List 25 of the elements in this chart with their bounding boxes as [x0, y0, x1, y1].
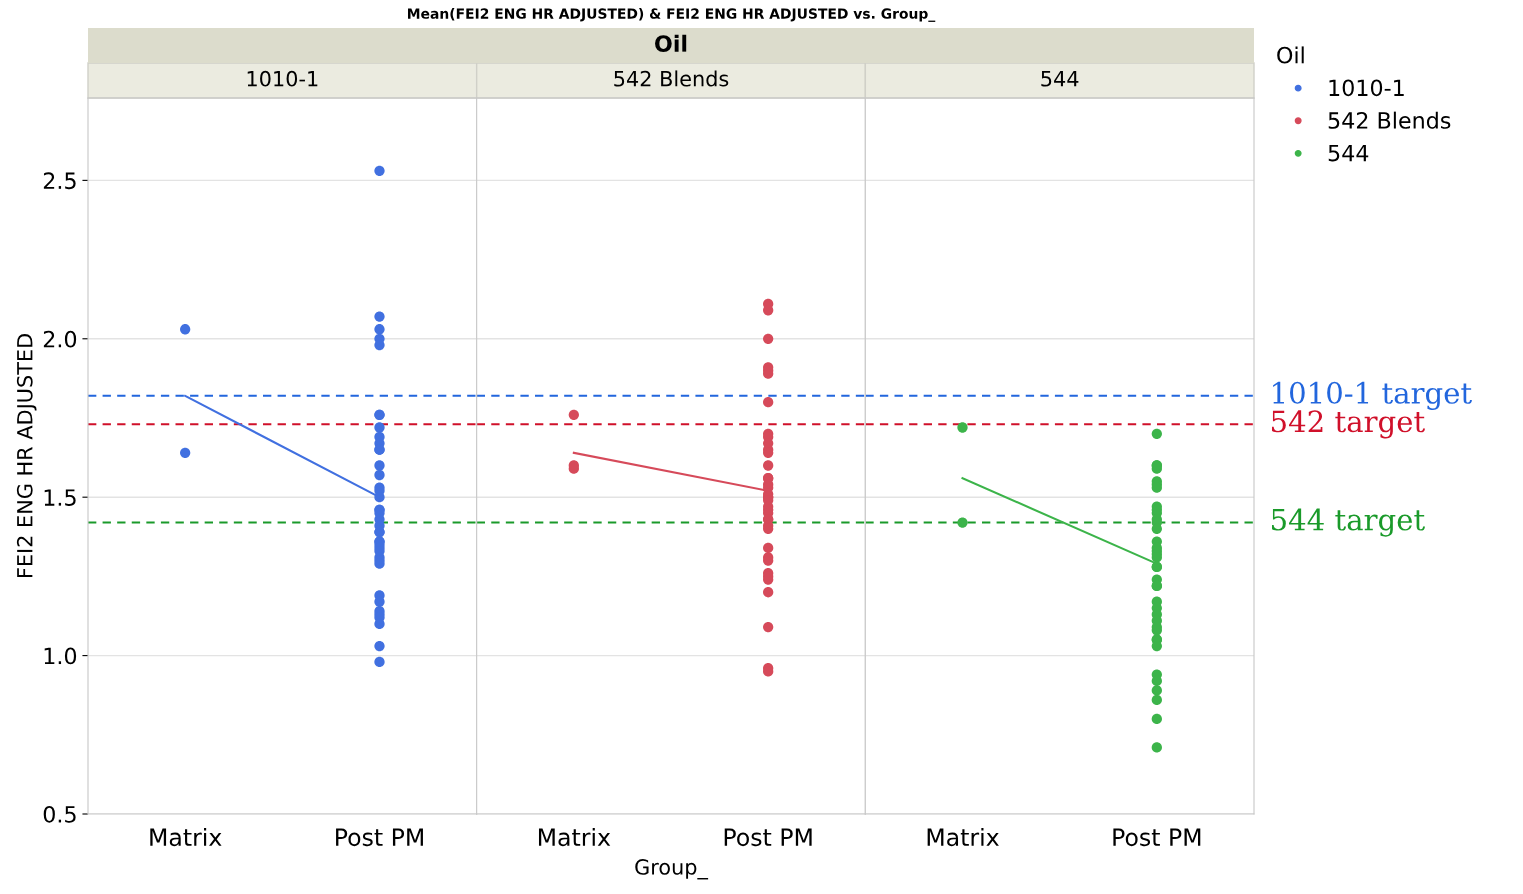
- x-tick-label: Matrix: [538, 827, 611, 847]
- x-tick-label: Matrix: [927, 827, 999, 847]
- legend-label: 542 Blends: [1328, 111, 1451, 129]
- ref-line-label: 544 target: [1272, 508, 1425, 537]
- text: Mean(FEI2 ENG HR ADJUSTED) & FEI2 ENG HR ADJUSTED vs. Group_: [408, 8, 936, 22]
- x-tick-label: Post PM: [724, 828, 812, 847]
- x-tick-label: Matrix: [150, 827, 222, 847]
- x-axis-title: Group_: [635, 859, 709, 880]
- y-tick-label: 2.0: [43, 330, 77, 348]
- chart-title: 544: [1041, 71, 1079, 87]
- chart-title: 542 Blends: [614, 70, 729, 87]
- ref-line-label: 542 target: [1272, 410, 1425, 439]
- y-tick-label: 0.5: [43, 805, 76, 823]
- x-tick-label: Post PM: [1113, 828, 1201, 847]
- ref-line-label: 1010-1 target: [1273, 381, 1472, 410]
- legend-label: 544: [1328, 144, 1369, 162]
- text: Oil: [655, 34, 687, 52]
- x-tick-label: Post PM: [336, 828, 423, 847]
- y-tick-label: 1.5: [44, 489, 76, 506]
- chart-title: 1010-1: [247, 70, 318, 87]
- legend-title: Oil: [1277, 46, 1304, 64]
- y-axis-title: FEI2 ENG HR ADJUSTED: [16, 334, 37, 578]
- y-tick-label: 1.0: [44, 647, 77, 665]
- y-tick-label: 2.5: [43, 172, 76, 190]
- legend-label: 1010-1: [1329, 79, 1404, 97]
